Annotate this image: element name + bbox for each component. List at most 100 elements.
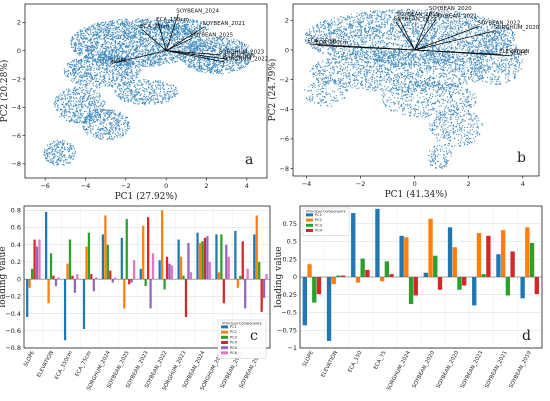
bar-pc2 bbox=[198, 243, 202, 280]
bar-pc6 bbox=[170, 265, 174, 280]
y-tick-label: 0.75 bbox=[283, 220, 297, 228]
loading-vector bbox=[317, 45, 415, 51]
y-tick-label: −0.25 bbox=[277, 291, 297, 299]
loading-vector bbox=[165, 26, 205, 52]
bar-pc4 bbox=[260, 279, 263, 312]
bar-pc2 bbox=[123, 279, 126, 309]
bar-pc2 bbox=[255, 215, 258, 280]
bar-pc3 bbox=[239, 275, 242, 280]
y-tick-label: 0.4 bbox=[11, 241, 21, 249]
bar-pc1 bbox=[520, 277, 525, 299]
bar-pc4 bbox=[241, 241, 244, 280]
y-tick-label: 0 bbox=[285, 46, 289, 54]
legend-swatch-pc4 bbox=[221, 341, 228, 344]
x-tick-label: 4 bbox=[521, 180, 525, 188]
x-tick-label: 2 bbox=[467, 180, 471, 188]
bar-pc2 bbox=[379, 277, 385, 282]
legend-entry: PC2 bbox=[315, 218, 322, 222]
y-tick-label: 0.2 bbox=[11, 258, 21, 266]
panel-label: c bbox=[250, 328, 258, 344]
y-tick-label: 0 bbox=[17, 47, 21, 55]
bar-pc1 bbox=[496, 254, 501, 277]
y-tick-label: −0.5 bbox=[281, 309, 297, 317]
bar-pc2 bbox=[47, 279, 50, 304]
bar-pc4 bbox=[33, 239, 36, 280]
y-tick-label: −4 bbox=[279, 106, 289, 114]
vector-label: ELEVATION bbox=[225, 54, 255, 60]
bar-pc6 bbox=[76, 273, 79, 280]
vector-label: ECA_75cm bbox=[140, 24, 169, 30]
vector-label: ELEVATION bbox=[499, 49, 529, 55]
bar-pc1 bbox=[196, 232, 199, 280]
bar-pc4 bbox=[203, 237, 207, 280]
x-tick-label: 4 bbox=[245, 182, 249, 190]
y-axis-label: PC2 (24.79%) bbox=[267, 59, 278, 122]
panel-b-pca-biplot: −4 −2 0 2 4 2 0 −2 −4 −6 −8 SOYBEAN_2020SOYBEAN_201… bbox=[267, 3, 540, 200]
bar-pc2 bbox=[104, 215, 107, 280]
bar-pc5 bbox=[225, 244, 228, 280]
bar-pc6 bbox=[114, 277, 117, 280]
x-axis-label: PC1 (27.92%) bbox=[115, 191, 178, 202]
bar-pc1 bbox=[177, 239, 180, 280]
x-tick-label: −2 bbox=[121, 182, 131, 190]
bar-pc4 bbox=[389, 274, 394, 277]
y-tick-label: 2 bbox=[285, 17, 289, 25]
legend-entry: PC6 bbox=[230, 351, 238, 355]
bar-pc1 bbox=[375, 208, 380, 277]
panel-label: b bbox=[517, 150, 526, 166]
loading-vector bbox=[414, 11, 432, 51]
vector-label: SOYBEAN_2020 bbox=[429, 6, 472, 12]
x-tick-label: −6 bbox=[40, 182, 50, 190]
bar-pc2 bbox=[428, 218, 433, 277]
bar-pc2 bbox=[307, 264, 312, 277]
vector-label: SORGHUM_2022 bbox=[223, 57, 269, 63]
loading-vector bbox=[111, 50, 167, 64]
bar-pc1 bbox=[351, 213, 356, 277]
bar-pc4 bbox=[437, 277, 443, 290]
bar-pc3 bbox=[457, 277, 462, 290]
bar-pc5 bbox=[130, 279, 133, 283]
bar-pc4 bbox=[534, 277, 539, 295]
bar-pc6 bbox=[38, 239, 41, 280]
legend-swatch-pc1 bbox=[306, 213, 313, 217]
plot-frame bbox=[23, 205, 271, 349]
bar-pc5 bbox=[168, 263, 171, 280]
bar-pc1 bbox=[326, 277, 332, 341]
y-axis-label: PC2 (20.28%) bbox=[0, 60, 10, 123]
bar-pc1 bbox=[215, 234, 218, 280]
bar-pc1 bbox=[45, 212, 48, 280]
legend-swatch-pc1 bbox=[221, 325, 228, 329]
bar-pc3 bbox=[125, 218, 128, 280]
y-tick-label: 0.5 bbox=[287, 238, 297, 246]
bar-pc5 bbox=[73, 279, 77, 293]
bar-pc2 bbox=[476, 232, 482, 277]
bar-pc3 bbox=[336, 275, 341, 277]
bar-pc5 bbox=[244, 279, 247, 309]
point-cloud bbox=[43, 18, 254, 166]
loading-vector bbox=[414, 49, 502, 55]
bar-pc6 bbox=[95, 277, 98, 280]
x-tick-label: −2 bbox=[356, 180, 366, 188]
bar-pc4 bbox=[365, 269, 370, 277]
bar-pc6 bbox=[133, 260, 136, 280]
bar-pc1 bbox=[472, 277, 477, 306]
y-tick-label: −8 bbox=[279, 165, 289, 173]
y-tick-label: −2 bbox=[11, 75, 21, 83]
bar-pc5 bbox=[35, 246, 39, 280]
bar-pc6 bbox=[246, 268, 249, 280]
bar-pc5 bbox=[206, 236, 209, 280]
loading-vector bbox=[414, 18, 437, 51]
legend-entry: PC3 bbox=[315, 223, 322, 227]
bar-pc1 bbox=[234, 230, 237, 280]
x-axis-label: PC1 (41.34%) bbox=[385, 189, 448, 200]
bar-pc4 bbox=[71, 275, 74, 280]
bar-pc1 bbox=[63, 279, 67, 341]
bar-pc3 bbox=[144, 279, 147, 287]
y-tick-label: −0.75 bbox=[277, 326, 297, 334]
loading-vector bbox=[157, 22, 167, 51]
legend-title: Principal Components bbox=[222, 322, 261, 326]
vector-label: SLOPE bbox=[510, 50, 528, 56]
loading-vector bbox=[414, 30, 496, 51]
